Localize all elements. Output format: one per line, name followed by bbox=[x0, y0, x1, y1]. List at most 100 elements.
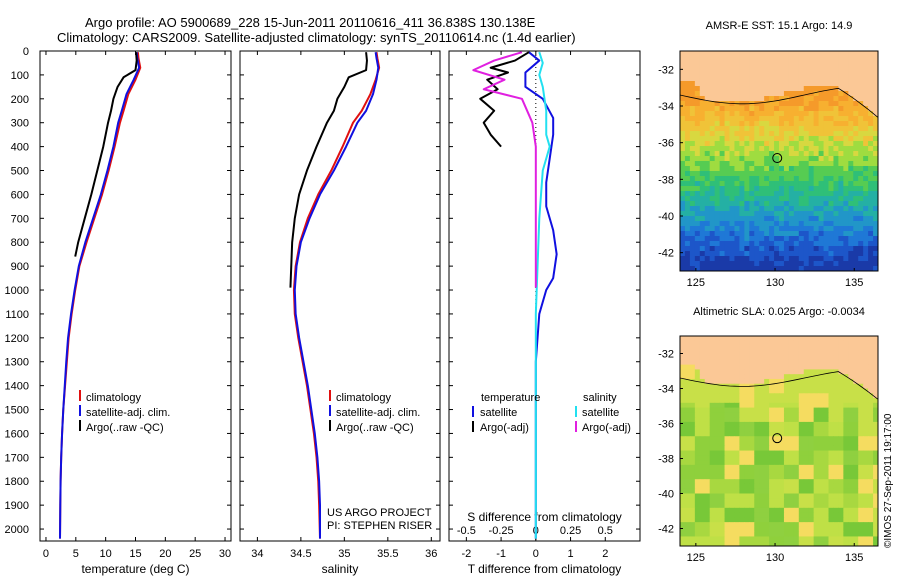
map-cell bbox=[689, 445, 696, 452]
map-cell bbox=[684, 226, 691, 232]
map-cell bbox=[843, 398, 849, 404]
map-cell bbox=[694, 493, 701, 499]
map-cell bbox=[813, 226, 820, 232]
map-cell bbox=[868, 412, 874, 418]
map-cell bbox=[709, 51, 716, 57]
map-cell bbox=[739, 171, 745, 177]
map-cell bbox=[853, 455, 859, 461]
map-cell bbox=[699, 369, 706, 375]
map-cell bbox=[818, 146, 825, 152]
map-cell bbox=[684, 246, 691, 252]
map-cell bbox=[858, 531, 864, 537]
map-cell bbox=[699, 474, 706, 480]
map-cell bbox=[818, 464, 825, 471]
map-cell bbox=[793, 455, 800, 461]
map-cell bbox=[734, 374, 740, 380]
map-cell bbox=[793, 350, 800, 356]
map-cell bbox=[739, 151, 745, 157]
map-cell bbox=[754, 151, 760, 157]
map-cell bbox=[754, 388, 760, 394]
map-cell bbox=[704, 201, 711, 207]
map-cell bbox=[783, 536, 790, 542]
map-cell bbox=[788, 206, 795, 212]
map-cell bbox=[813, 251, 820, 257]
map-cell bbox=[853, 241, 859, 247]
map-cell bbox=[754, 86, 760, 92]
map-cell bbox=[848, 101, 854, 107]
map-cell bbox=[749, 507, 755, 514]
map-cell bbox=[853, 161, 859, 167]
map-cell bbox=[759, 421, 765, 428]
map-cell bbox=[739, 226, 745, 232]
map-cell bbox=[759, 374, 765, 380]
map-cell bbox=[769, 101, 775, 107]
map-cell bbox=[818, 171, 825, 177]
map-cell bbox=[779, 426, 785, 432]
map-cell bbox=[694, 201, 701, 207]
map-cell bbox=[694, 266, 701, 272]
map-cell bbox=[803, 171, 810, 177]
map-cell bbox=[764, 469, 770, 475]
map-cell bbox=[779, 141, 785, 147]
map-cell bbox=[853, 398, 859, 404]
map-cell bbox=[818, 426, 825, 432]
map-cell bbox=[684, 388, 691, 394]
map-cell bbox=[823, 383, 829, 389]
map-cell bbox=[828, 266, 834, 272]
map-cell bbox=[788, 407, 795, 413]
map-cell bbox=[853, 431, 859, 437]
map-cell bbox=[873, 345, 879, 351]
map-cell bbox=[724, 398, 730, 404]
map-cell bbox=[793, 71, 800, 77]
map-cell bbox=[783, 412, 790, 418]
map-cell bbox=[729, 171, 735, 177]
map-cell bbox=[803, 503, 810, 509]
map-cell bbox=[774, 171, 780, 177]
map-cell bbox=[724, 116, 730, 122]
map-cell bbox=[818, 126, 825, 132]
map-cell bbox=[694, 196, 701, 202]
map-cell bbox=[684, 196, 691, 202]
map-cell bbox=[769, 417, 775, 423]
map-cell bbox=[694, 181, 701, 187]
map-cell bbox=[754, 211, 760, 217]
map-cell bbox=[764, 350, 770, 356]
map-cell bbox=[704, 474, 711, 480]
map-cell bbox=[699, 171, 706, 177]
map-cell bbox=[774, 126, 780, 132]
map-cell bbox=[783, 407, 790, 413]
map-cell bbox=[709, 86, 716, 92]
map-cell bbox=[798, 517, 805, 523]
map-cell bbox=[779, 106, 785, 112]
map-cell bbox=[719, 86, 726, 92]
map-cell bbox=[793, 186, 800, 192]
map-cell bbox=[694, 407, 701, 413]
map-cell bbox=[818, 493, 825, 499]
map-cell bbox=[788, 201, 795, 207]
map-cell bbox=[699, 498, 706, 504]
map-cell bbox=[744, 146, 750, 152]
map-cell bbox=[793, 171, 800, 177]
map-cell bbox=[798, 146, 805, 152]
map-cell bbox=[744, 450, 750, 456]
map-cell bbox=[828, 460, 834, 466]
map-cell bbox=[779, 91, 785, 97]
map-cell bbox=[828, 181, 834, 187]
map-cell bbox=[774, 216, 780, 222]
map-cell bbox=[724, 111, 730, 117]
map-cell bbox=[729, 412, 735, 418]
map-cell bbox=[764, 493, 770, 499]
map-cell bbox=[808, 531, 815, 537]
map-cell bbox=[699, 151, 706, 157]
map-cell bbox=[803, 181, 810, 187]
map-cell bbox=[873, 161, 879, 167]
map-cell bbox=[744, 131, 750, 137]
map-cell bbox=[724, 483, 730, 490]
map-cell bbox=[779, 402, 785, 409]
map-cell bbox=[689, 216, 696, 222]
map-cell bbox=[838, 141, 844, 147]
map-cell bbox=[689, 196, 696, 202]
x-tick-label: 34 bbox=[251, 548, 263, 560]
map-cell bbox=[828, 445, 834, 452]
map-cell bbox=[873, 369, 879, 375]
